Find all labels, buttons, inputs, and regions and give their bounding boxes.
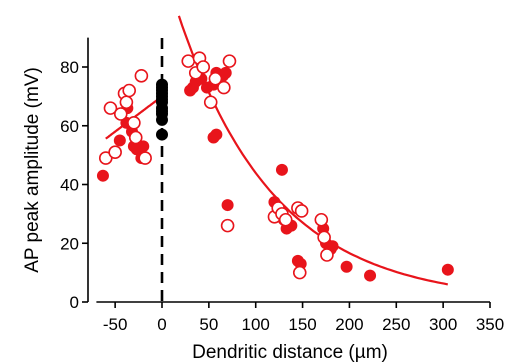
data-point: [292, 265, 307, 280]
data-point: [210, 128, 223, 141]
data-point: [222, 54, 237, 68]
data-point: [317, 230, 331, 245]
x-axis: -50 0 50 100 150 200 250 300 350: [96, 301, 504, 334]
data-point: [127, 116, 141, 130]
data-point: [181, 54, 196, 68]
plot-area: [96, 15, 454, 302]
x-tick-label: -50: [103, 315, 128, 334]
data-point: [134, 69, 149, 83]
data-point: [96, 169, 109, 182]
y-tick-label: 40: [60, 176, 79, 195]
y-tick-label: 80: [60, 58, 79, 77]
fit-lines: [105, 15, 449, 286]
x-tick-label: 250: [382, 315, 410, 334]
data-point: [113, 134, 126, 147]
data-point: [113, 107, 128, 121]
data-point: [217, 80, 231, 95]
data-point: [208, 71, 223, 86]
data-point: [441, 263, 454, 276]
data-point: [221, 199, 234, 212]
x-tick-label: 200: [335, 315, 363, 334]
data-point: [219, 66, 232, 79]
x-tick-label: 150: [288, 315, 316, 334]
data-point: [203, 95, 218, 110]
data-point: [220, 218, 235, 233]
y-tick-label: 0: [70, 293, 79, 312]
data-point: [364, 269, 377, 282]
x-tick-label: 0: [157, 315, 166, 334]
x-tick-label: 50: [199, 315, 218, 334]
data-point: [128, 130, 143, 145]
y-axis: 0 20 40 60 80: [60, 37, 89, 312]
x-tick-label: 350: [476, 315, 504, 334]
y-tick-label: 20: [60, 234, 79, 253]
y-tick-label: 60: [60, 117, 79, 136]
data-point: [275, 163, 288, 176]
data-point: [340, 260, 353, 273]
x-tick-label: 100: [242, 315, 270, 334]
data-point: [196, 60, 211, 74]
data-point: [122, 83, 136, 98]
x-axis-title: Dendritic distance (µm): [192, 342, 388, 363]
data-point: [156, 128, 168, 141]
data-point: [103, 101, 118, 115]
data-point: [137, 140, 150, 153]
data-point: [108, 145, 122, 159]
y-axis-title: AP peak amplitude (mV): [22, 67, 43, 273]
x-tick-label: 300: [429, 315, 457, 334]
y-axis-ticks: 0 20 40 60 80: [60, 58, 88, 312]
data-point: [156, 78, 168, 91]
x-axis-ticks: -50 0 50 100 150 200 250 300 350: [103, 302, 504, 334]
data-points: [96, 51, 454, 282]
data-point: [278, 212, 293, 227]
data-point: [294, 204, 309, 218]
data-point: [320, 248, 334, 262]
data-point: [138, 151, 152, 165]
data-point: [119, 95, 134, 110]
data-point: [314, 212, 329, 227]
fit-line: [177, 15, 449, 286]
